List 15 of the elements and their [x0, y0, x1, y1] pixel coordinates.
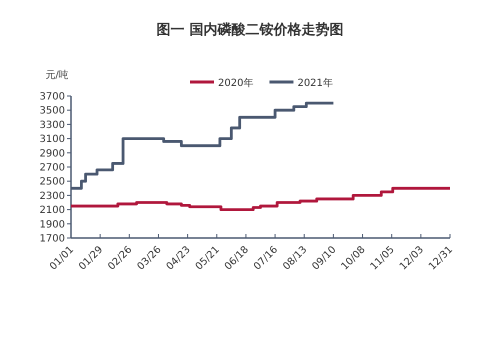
- y-tick-label: 2700: [40, 162, 65, 174]
- y-tick-label: 2300: [40, 190, 65, 202]
- legend-label: 2020年: [218, 77, 254, 89]
- y-tick-label: 1900: [40, 219, 65, 230]
- y-tick-label: 2100: [40, 205, 65, 216]
- chart-title: 图一 国内磷酸二铵价格走势图: [156, 22, 344, 38]
- y-tick-label: 3300: [40, 120, 65, 131]
- y-tick-label: 1700: [40, 234, 65, 244]
- y-tick-label: 2900: [40, 148, 65, 160]
- y-tick-label: 3700: [40, 92, 65, 102]
- y-tick-label: 2500: [40, 176, 65, 188]
- y-tick-label: 3100: [40, 134, 65, 146]
- y-tick-label: 3500: [40, 106, 65, 117]
- y-axis-title: 元/吨: [45, 69, 69, 81]
- legend-label: 2021年: [297, 77, 333, 89]
